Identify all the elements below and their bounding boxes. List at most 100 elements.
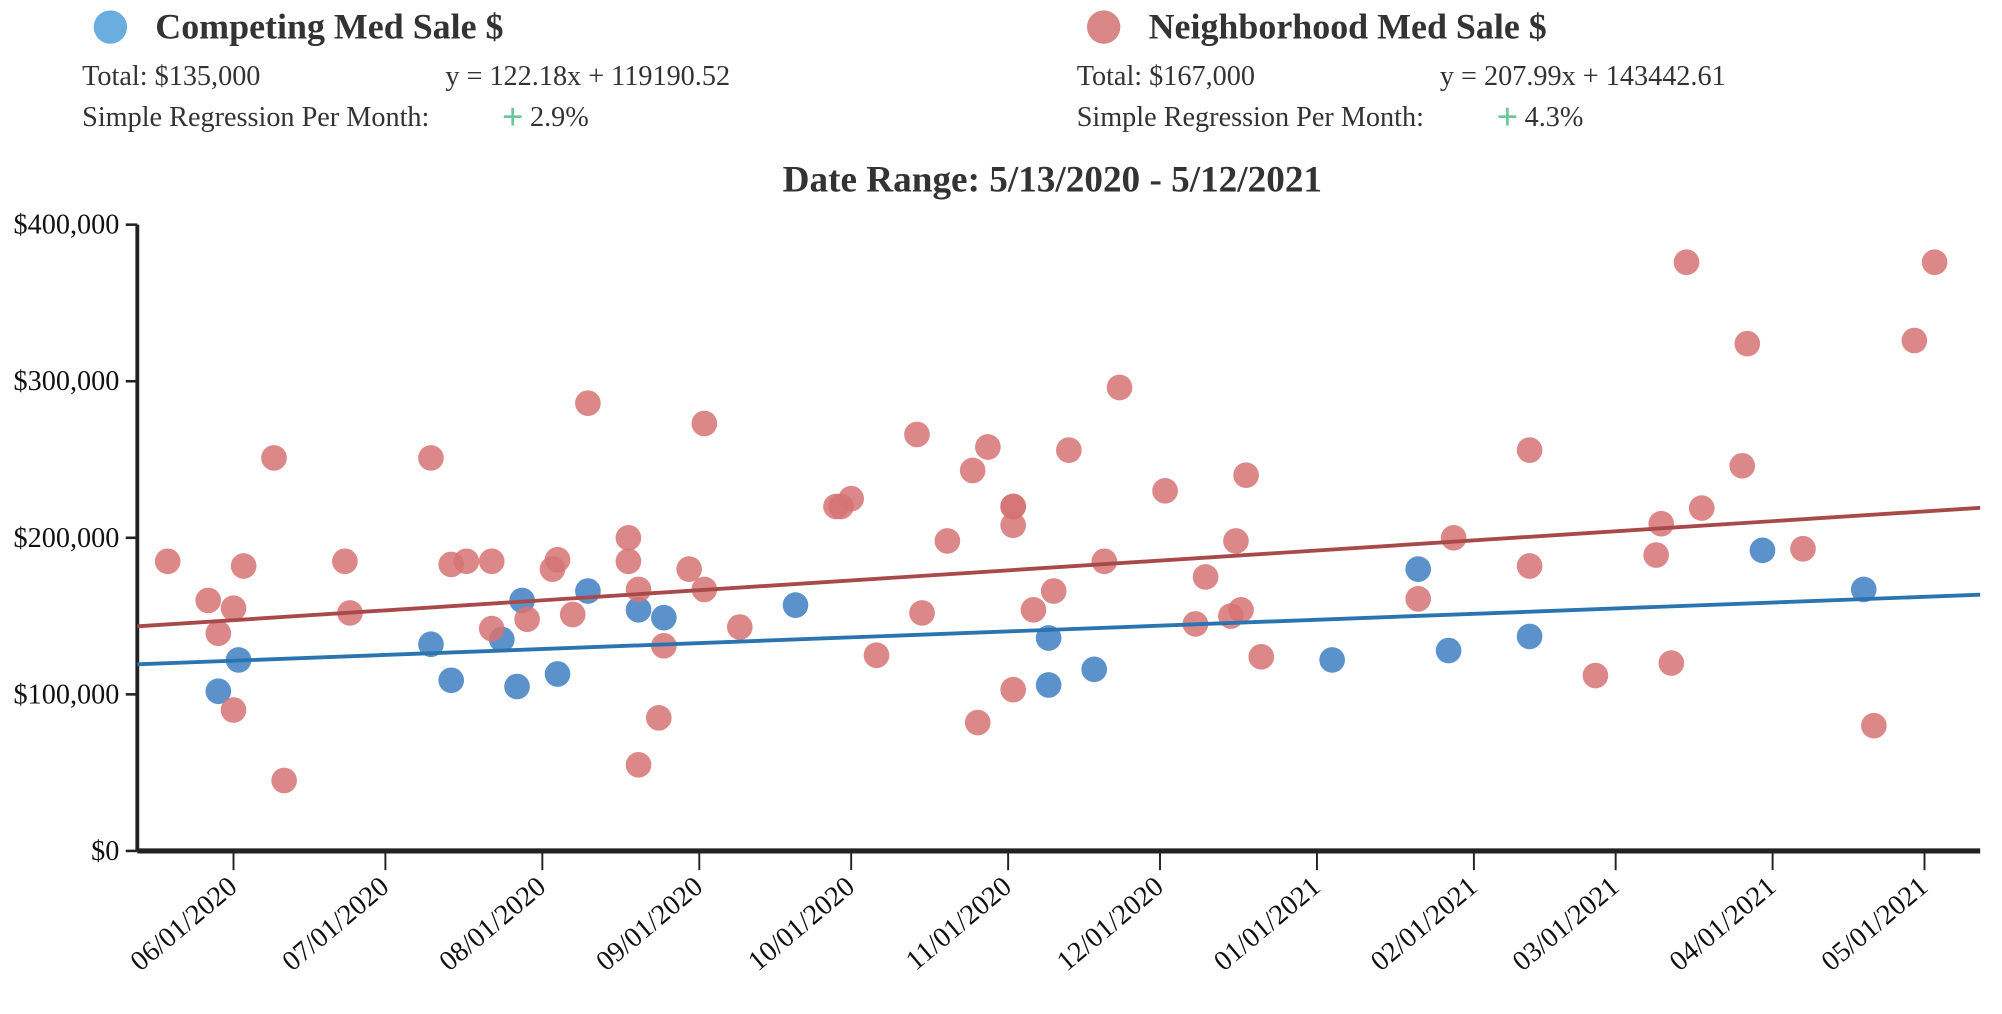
y-tick-label: $0 [91,836,119,867]
x-tick-label: 07/01/2020 [277,871,395,977]
point-neighborhood [1658,650,1685,676]
point-neighborhood [1648,510,1675,537]
x-tick-label: 05/01/2021 [1816,871,1934,977]
point-neighborhood [195,587,222,614]
point-neighborhood [1516,437,1543,463]
point-neighborhood [959,457,986,484]
point-neighborhood [1223,528,1249,554]
point-neighborhood [726,614,753,640]
x-tick-label: 12/01/2020 [1051,871,1169,977]
legend-equation-neighborhood: y = 207.99x + 143442.61 [1440,61,1726,92]
legend-title-competing: Competing Med Sale $ [155,7,503,47]
x-tick-label: 04/01/2021 [1664,871,1782,977]
point-neighborhood [625,576,652,603]
point-neighborhood [220,595,247,622]
point-neighborhood [1440,524,1467,551]
x-axis: 06/01/2020 07/01/2020 08/01/2020 09/01/2020… [125,848,1981,977]
y-tick-label: $300,000 [14,366,120,397]
point-competing [782,592,809,618]
legend-regression-label-neighborhood: Simple Regression Per Month: [1077,102,1424,133]
point-neighborhood [1688,495,1715,521]
regression-line-neighborhood [137,505,1981,629]
point-neighborhood [1152,477,1178,504]
point-competing [1850,576,1877,603]
point-neighborhood [676,556,702,582]
point-neighborhood [1582,662,1609,689]
point-neighborhood [615,524,642,551]
point-neighborhood [478,548,505,575]
point-competing [1405,556,1432,582]
point-neighborhood [220,697,247,723]
point-neighborhood [1248,643,1275,670]
point-neighborhood [1000,676,1027,703]
x-tick-label: 10/01/2020 [742,871,860,977]
legend-total-neighborhood: Total: $167,000 [1077,61,1255,92]
point-competing [205,678,232,705]
point-neighborhood [909,600,935,626]
regression-line-competing [137,592,1981,667]
point-neighborhood [1192,564,1219,590]
point-neighborhood [1729,452,1756,479]
point-neighborhood [559,601,586,628]
legend-total-competing: Total: $135,000 [82,61,260,92]
point-neighborhood [1233,462,1259,489]
legend-title-neighborhood: Neighborhood Med Sale $ [1149,7,1547,47]
data-points [154,249,1948,794]
x-tick-label: 02/01/2021 [1365,871,1483,977]
x-tick-label: 01/01/2021 [1208,871,1326,977]
point-neighborhood [904,421,930,448]
point-neighborhood [1861,712,1887,739]
legend-regression-value-competing: 2.9% [530,102,589,133]
point-neighborhood [691,410,718,437]
point-competing [418,631,444,658]
point-neighborhood [205,620,232,647]
point-competing [1749,537,1776,564]
regression-lines [137,505,1981,667]
point-neighborhood [1405,586,1432,612]
point-neighborhood [615,548,642,575]
point-neighborhood [1516,553,1543,579]
point-neighborhood [154,548,181,575]
point-neighborhood [1040,578,1067,604]
y-tick-label: $200,000 [14,523,120,554]
point-neighborhood [1734,330,1761,357]
x-tick-label: 08/01/2020 [434,871,552,977]
point-neighborhood [544,546,571,573]
legend-regression-label-competing: Simple Regression Per Month: [82,102,429,133]
point-competing [1516,623,1543,650]
plus-icon: + [502,97,524,139]
point-neighborhood [271,767,297,794]
point-neighborhood [332,548,358,575]
point-neighborhood [575,390,601,416]
legend-competing: Competing Med Sale $ Total: $135,000 y =… [82,7,730,139]
point-neighborhood [514,606,540,633]
point-neighborhood [625,751,652,778]
point-competing [625,596,652,623]
x-tick-label: 06/01/2020 [125,871,243,977]
point-competing [544,661,571,687]
point-neighborhood [418,445,444,471]
legend-neighborhood: Neighborhood Med Sale $ Total: $167,000 … [1077,7,1726,139]
y-tick-label: $400,000 [14,210,120,241]
point-neighborhood [838,485,865,512]
point-neighborhood [230,553,257,579]
y-tick-label: $100,000 [14,679,120,710]
point-neighborhood [1000,493,1027,520]
point-neighborhood [1091,548,1118,575]
point-neighborhood [261,445,287,471]
y-axis: $0 $100,000 $200,000 $300,000 $400,000 [14,210,140,867]
point-competing [1435,637,1462,664]
x-tick-label: 11/01/2020 [900,871,1018,977]
point-competing [575,578,601,604]
point-neighborhood [1643,542,1669,568]
point-neighborhood [1106,374,1133,401]
point-neighborhood [1228,596,1254,623]
point-neighborhood [1673,249,1700,276]
point-neighborhood [1056,437,1082,463]
point-competing [1035,672,1062,698]
legend-regression-value-neighborhood: 4.3% [1525,102,1584,133]
point-neighborhood [1790,535,1816,562]
point-competing [504,673,530,700]
plus-icon: + [1496,97,1518,139]
